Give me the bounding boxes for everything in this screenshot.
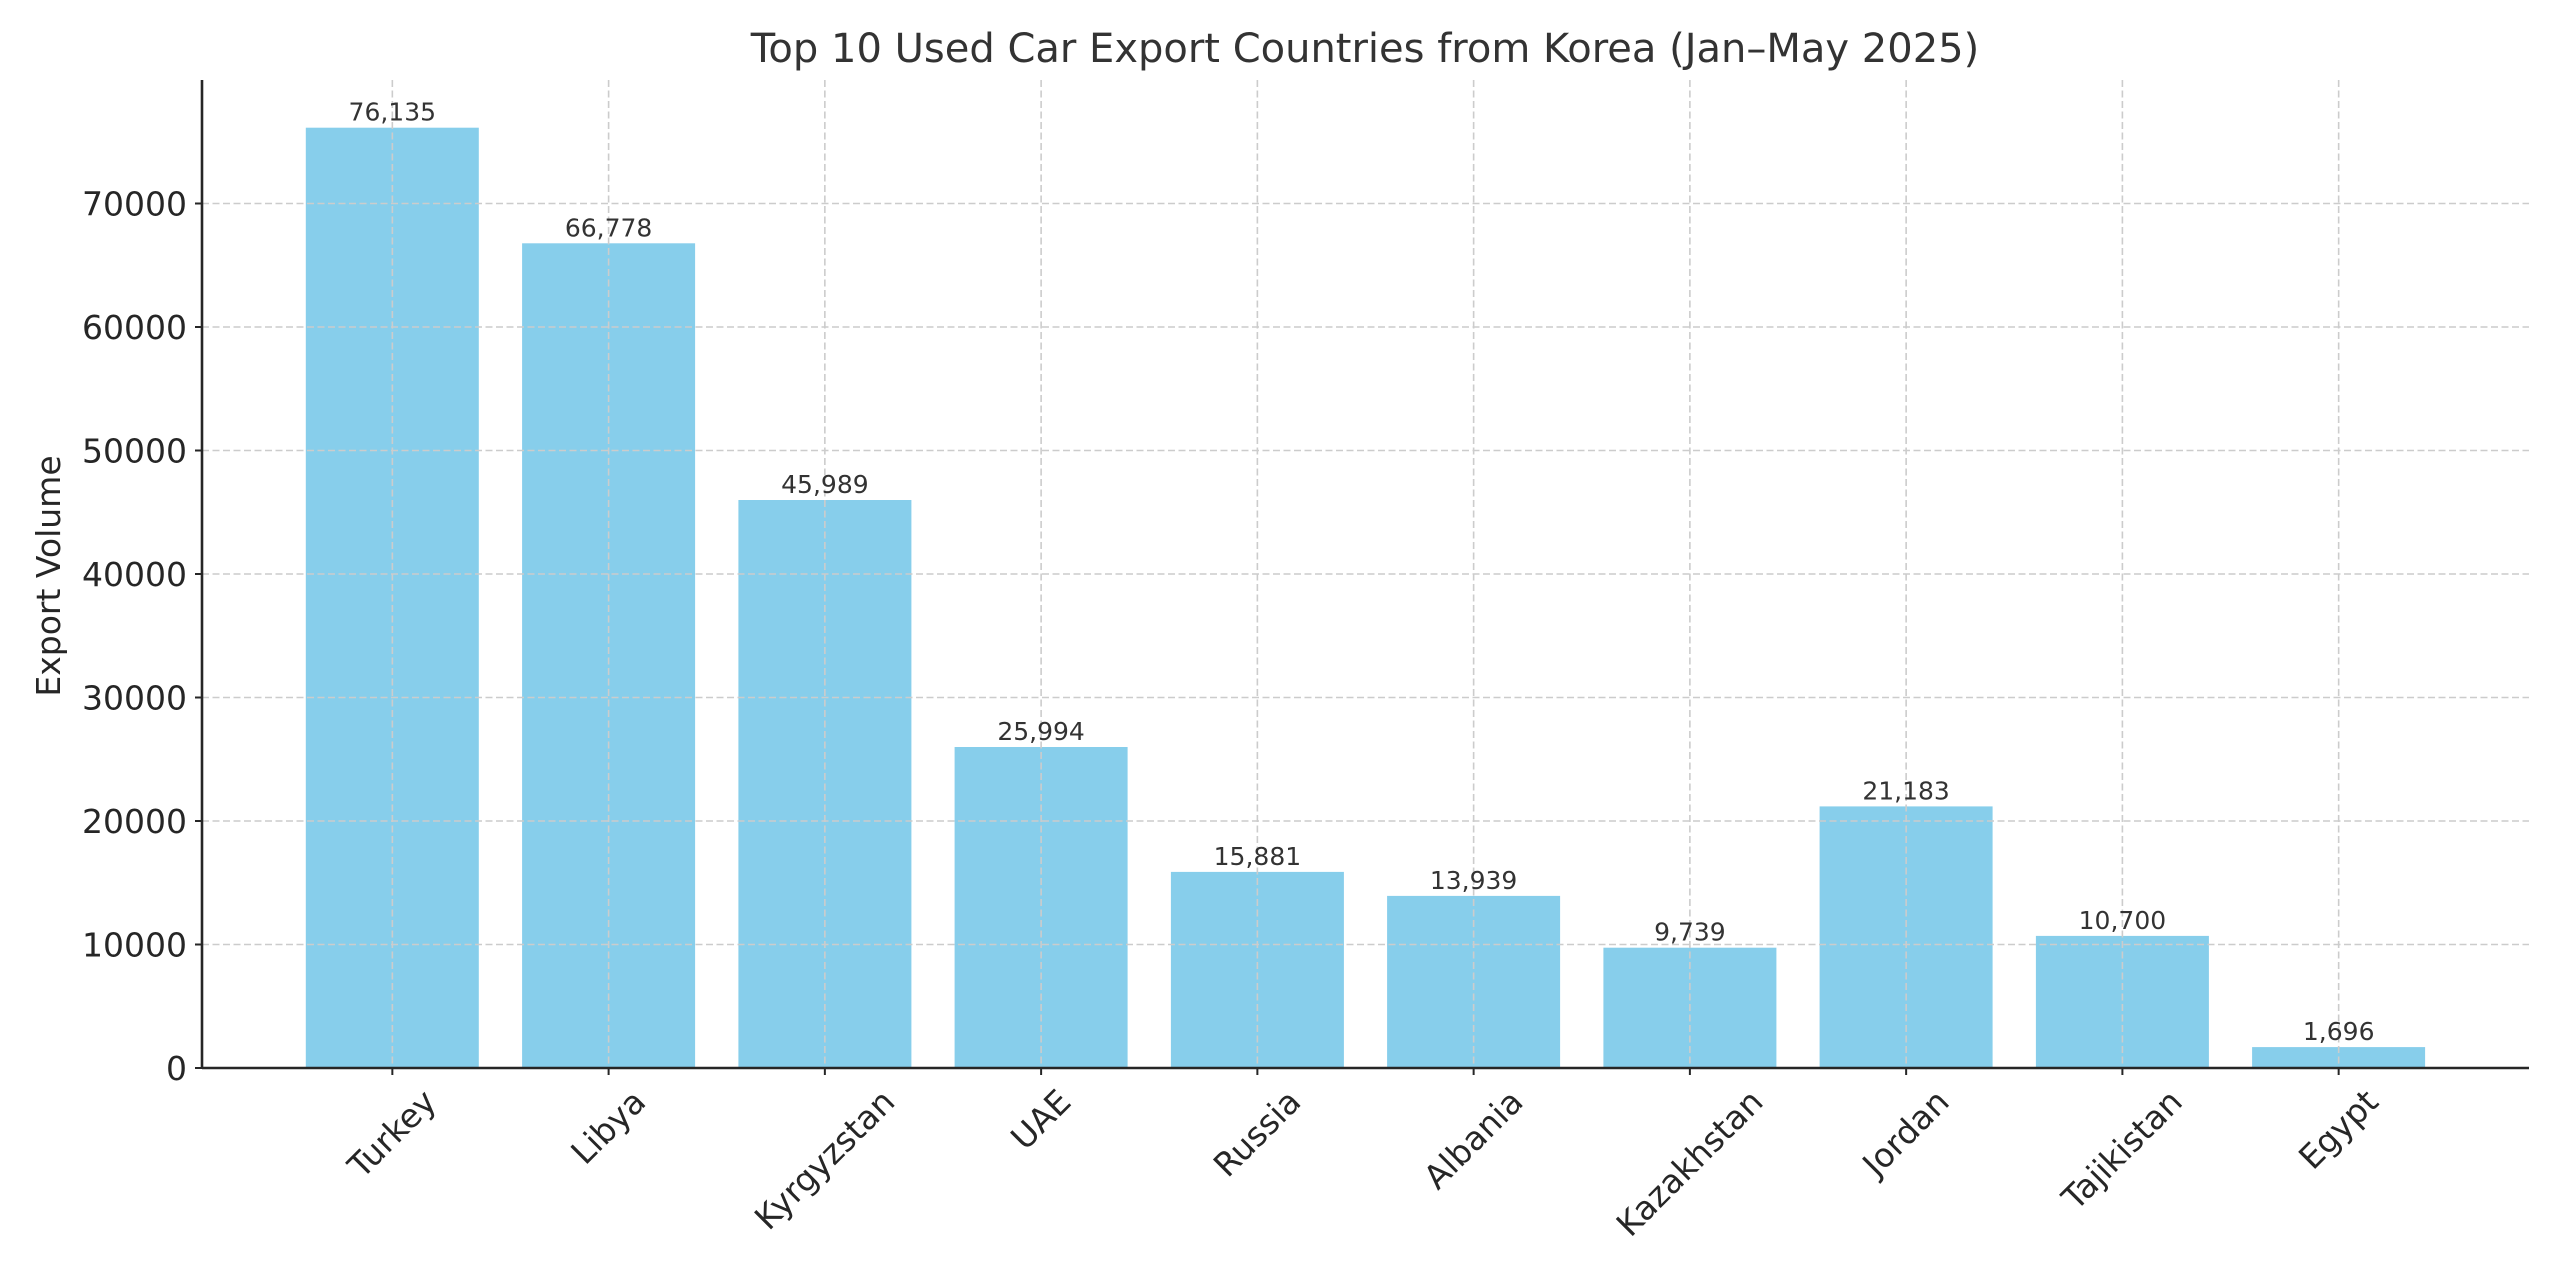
value-label: 10,700 (2079, 906, 2166, 935)
y-axis-label: Export Volume (29, 455, 68, 696)
gridlines-overlay (202, 80, 2529, 1068)
y-tick-label: 10000 (82, 926, 187, 965)
y-tick-label: 0 (166, 1049, 187, 1088)
value-label: 21,183 (1862, 776, 1949, 805)
chart-title: Top 10 Used Car Export Countries from Ko… (750, 26, 1979, 72)
value-labels: 76,135 66,778 45,989 25,994 15,881 13,939 9,73… (349, 98, 2375, 1046)
y-tick-label: 50000 (82, 432, 187, 471)
value-label: 1,696 (2303, 1017, 2375, 1046)
value-label: 76,135 (349, 98, 436, 127)
y-tick-label: 20000 (82, 802, 187, 841)
value-label: 13,939 (1430, 866, 1517, 895)
y-tick-label: 70000 (82, 185, 187, 224)
value-label: 15,881 (1214, 842, 1301, 871)
value-label: 9,739 (1654, 918, 1726, 947)
value-label: 66,778 (565, 213, 652, 242)
y-tick-label: 30000 (82, 679, 187, 718)
value-label: 45,989 (781, 470, 868, 499)
y-axis-ticks: 0 10000 20000 30000 40000 50000 60000 70000 (82, 185, 202, 1088)
value-label: 25,994 (997, 717, 1084, 746)
y-tick-label: 60000 (82, 308, 187, 347)
y-tick-label: 40000 (82, 555, 187, 594)
